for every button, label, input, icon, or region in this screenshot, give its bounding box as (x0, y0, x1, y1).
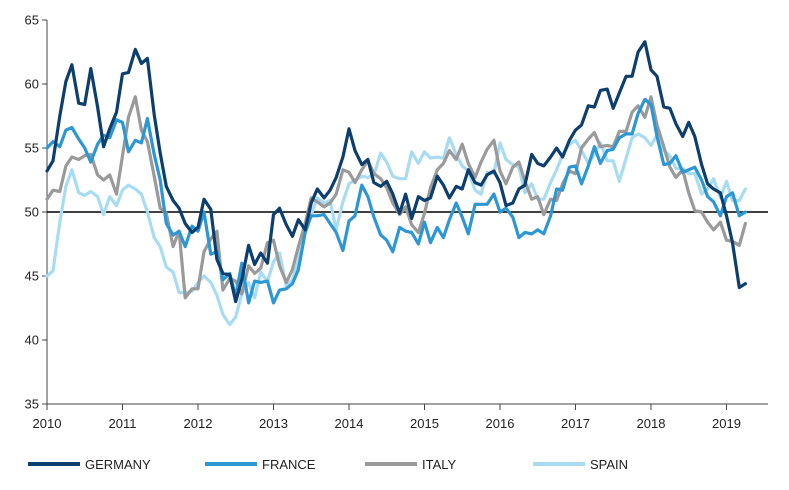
series-line-france (45, 97, 747, 305)
series-line-italy (45, 95, 747, 300)
x-tick-label: 2014 (335, 416, 364, 431)
x-tick-label: 2013 (259, 416, 288, 431)
x-tick-label: 2017 (561, 416, 590, 431)
legend-label-spain: SPAIN (590, 457, 628, 472)
y-tick-label: 35 (25, 397, 39, 412)
series-line-germany (45, 40, 747, 304)
legend-label-italy: ITALY (422, 457, 457, 472)
y-tick-label: 65 (25, 13, 39, 28)
x-tick-label: 2019 (712, 416, 741, 431)
x-tick-label: 2018 (637, 416, 666, 431)
y-tick-label: 40 (25, 333, 39, 348)
legend: GERMANY FRANCE ITALY SPAIN (28, 457, 628, 472)
series-line-spain (45, 132, 747, 327)
x-tick-label: 2011 (109, 416, 137, 431)
x-axis: 2010 2011 2012 2013 2014 2015 2016 2017 2018 2019 (33, 403, 768, 431)
x-tick-label: 2012 (184, 416, 213, 431)
x-tick-label: 2010 (33, 416, 62, 431)
legend-label-germany: GERMANY (85, 457, 151, 472)
y-tick-label: 50 (25, 205, 39, 220)
series-lines (45, 40, 747, 327)
y-tick-label: 45 (25, 269, 39, 284)
legend-label-france: FRANCE (262, 457, 316, 472)
y-axis: 35 40 45 50 55 60 65 (25, 13, 48, 412)
y-tick-label: 60 (25, 77, 39, 92)
x-tick-label: 2016 (486, 416, 515, 431)
x-tick-label: 2015 (410, 416, 439, 431)
y-tick-label: 55 (25, 141, 39, 156)
